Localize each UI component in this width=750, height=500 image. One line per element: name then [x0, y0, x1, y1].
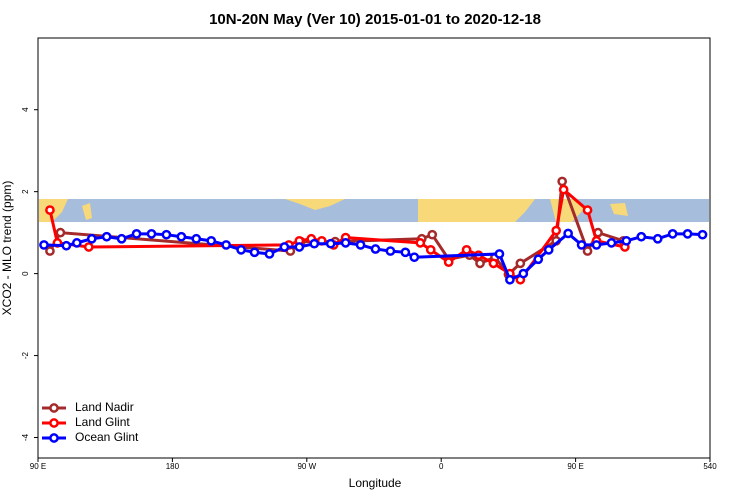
point	[697, 229, 708, 240]
point	[443, 257, 454, 267]
point	[488, 258, 499, 269]
point	[606, 238, 617, 248]
chart-title: 10N-20N May (Ver 10) 2015-01-01 to 2020-…	[209, 11, 541, 28]
point	[543, 244, 554, 255]
point	[518, 268, 529, 279]
point	[425, 244, 436, 255]
point	[591, 240, 602, 250]
x-tick-label: 0	[439, 462, 444, 471]
x-tick-label: 90 E	[30, 462, 46, 471]
point	[83, 242, 94, 252]
map-strip	[39, 199, 709, 222]
point	[370, 244, 381, 254]
x-tick-label: 90 E	[567, 462, 583, 471]
point	[71, 238, 82, 248]
point	[101, 231, 112, 242]
x-tick-label: 540	[703, 462, 717, 471]
point	[385, 246, 396, 256]
point	[309, 238, 320, 249]
land	[285, 199, 345, 210]
point	[161, 229, 172, 240]
point	[563, 228, 573, 239]
point	[191, 233, 202, 244]
point	[409, 252, 420, 263]
x-tick-label: 180	[166, 462, 180, 471]
land	[418, 199, 535, 222]
point	[236, 244, 246, 255]
point	[533, 254, 544, 265]
legend-label: Ocean Glint	[75, 430, 139, 444]
point	[505, 274, 515, 285]
point	[558, 184, 569, 195]
point	[621, 235, 632, 246]
point	[131, 229, 142, 239]
ocean-band	[39, 199, 709, 222]
legend-marker	[49, 403, 59, 413]
point	[61, 240, 72, 251]
point	[461, 244, 472, 255]
point	[475, 258, 485, 269]
plot-frame	[37, 37, 711, 459]
point	[294, 242, 305, 252]
point	[325, 238, 336, 249]
y-tick-label: 0	[21, 271, 30, 276]
point	[557, 176, 568, 187]
point	[45, 246, 55, 256]
point	[249, 247, 260, 258]
point	[400, 247, 411, 258]
point	[55, 227, 66, 238]
point	[415, 238, 426, 248]
point	[427, 229, 438, 240]
y-tick-label: 4	[21, 107, 30, 112]
point	[206, 235, 217, 246]
y-tick-label: -2	[21, 351, 30, 359]
x-tick-label: 90 W	[297, 462, 316, 471]
point	[176, 231, 187, 242]
x-axis-label: Longitude	[349, 476, 402, 490]
point	[582, 205, 593, 215]
y-axis-label: XCO2 - MLO trend (ppm)	[0, 181, 14, 316]
point	[39, 240, 49, 250]
point	[355, 240, 366, 250]
legend-marker	[49, 418, 59, 428]
legend-marker	[49, 433, 59, 443]
y-tick-label: -4	[21, 433, 30, 441]
point	[576, 240, 587, 250]
point	[116, 233, 127, 244]
point	[494, 249, 505, 259]
point	[86, 233, 97, 244]
point	[652, 233, 663, 244]
point	[682, 229, 693, 239]
land	[610, 203, 628, 216]
point	[551, 225, 562, 236]
point	[264, 249, 275, 259]
point	[582, 246, 593, 256]
y-tick-label: 2	[21, 189, 30, 194]
legend-label: Land Nadir	[75, 400, 134, 414]
point	[340, 238, 351, 248]
land	[82, 203, 92, 220]
point	[221, 240, 232, 250]
point	[515, 258, 526, 269]
point	[45, 205, 55, 215]
legend-label: Land Glint	[75, 415, 130, 429]
point	[279, 242, 290, 252]
point	[146, 229, 157, 239]
point	[667, 229, 678, 239]
point	[636, 231, 647, 242]
